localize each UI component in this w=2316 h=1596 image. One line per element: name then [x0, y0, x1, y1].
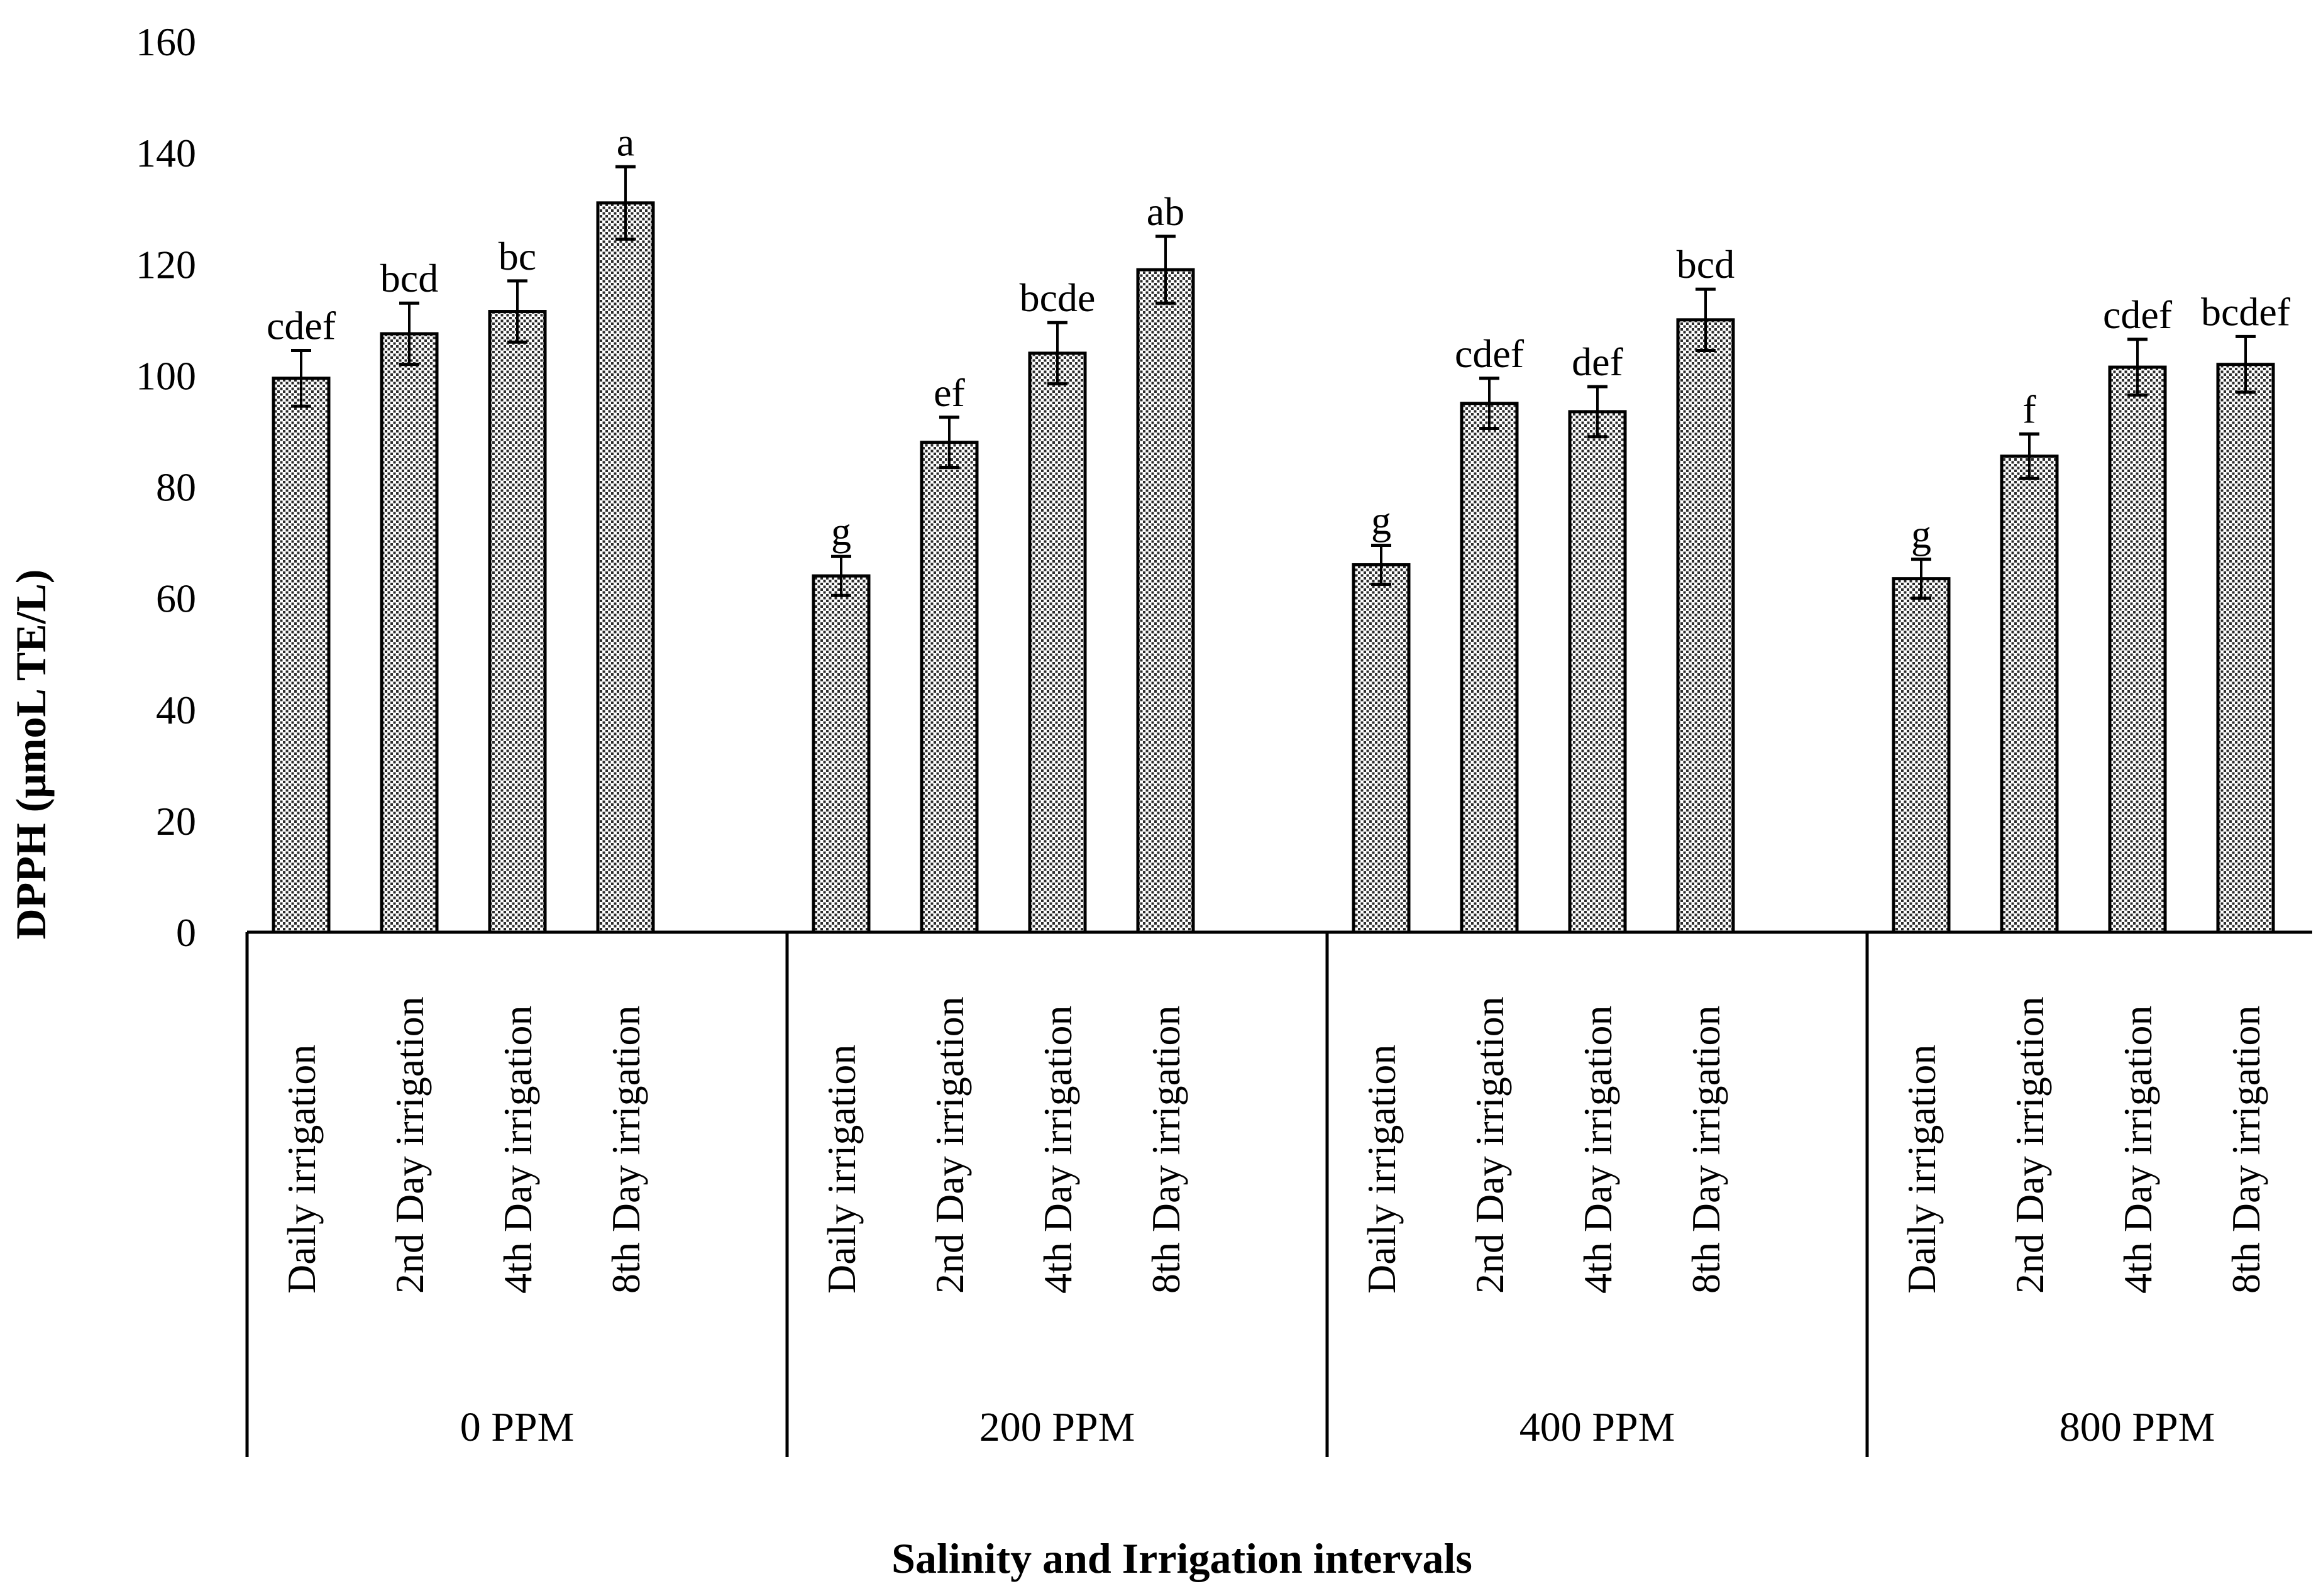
bar	[1892, 577, 1951, 934]
bar	[1352, 563, 1411, 934]
category-label: 8th Day irrigation	[2224, 1005, 2268, 1294]
category-label: Daily irrigation	[1359, 1045, 1404, 1294]
category-label: 8th Day irrigation	[604, 1005, 648, 1294]
bar	[380, 332, 439, 934]
category-label: Daily irrigation	[1899, 1045, 1944, 1294]
error-bar	[1696, 287, 1716, 353]
bar	[272, 377, 331, 934]
y-tick-label: 20	[156, 799, 196, 844]
bar	[2000, 454, 2059, 934]
x-axis-label: Salinity and Irrigation intervals	[891, 1534, 1472, 1582]
error-bar	[939, 416, 959, 470]
significance-letter: cdef	[2103, 292, 2173, 337]
bar	[1136, 268, 1195, 934]
group-label: 200 PPM	[979, 1404, 1135, 1450]
significance-letter: a	[617, 119, 634, 164]
significance-letter: bcde	[1020, 275, 1096, 320]
category-label: 4th Day irrigation	[2115, 1005, 2160, 1294]
y-tick-label: 0	[176, 910, 196, 955]
bar	[596, 201, 655, 934]
bar	[2108, 365, 2167, 934]
error-bar	[2127, 338, 2148, 397]
significance-letter: def	[1572, 339, 1623, 384]
group-label: 0 PPM	[460, 1404, 575, 1450]
category-label: 4th Day irrigation	[1575, 1005, 1620, 1294]
y-tick-label: 160	[136, 19, 196, 64]
category-label: 8th Day irrigation	[1144, 1005, 1188, 1294]
error-bar	[615, 165, 636, 241]
bar	[488, 310, 547, 934]
error-bar	[2236, 334, 2256, 394]
error-bar	[2019, 432, 2039, 480]
significance-letter: bcdef	[2201, 289, 2291, 334]
error-bar	[1047, 321, 1067, 386]
significance-letter: cdef	[1455, 331, 1525, 376]
category-label: 2nd Day irrigation	[1467, 996, 1512, 1294]
category-label: 2nd Day irrigation	[387, 996, 432, 1294]
y-axis: 0 20 40 60 80 100 120 140 160	[136, 19, 196, 955]
error-bar	[507, 279, 527, 344]
significance-letter: g	[1911, 512, 1931, 557]
group-label: 400 PPM	[1519, 1404, 1675, 1450]
error-bar	[1587, 385, 1607, 439]
significance-letter: bc	[499, 234, 536, 278]
significance-letter: ef	[934, 370, 965, 415]
category-label: 4th Day irrigation	[495, 1005, 540, 1294]
bar	[2216, 363, 2275, 934]
bar	[1460, 402, 1519, 934]
y-tick-label: 60	[156, 576, 196, 621]
category-label: 2nd Day irrigation	[2007, 996, 2052, 1294]
bar	[1568, 410, 1627, 934]
bar	[812, 574, 871, 934]
significance-letter: g	[1371, 498, 1391, 542]
significance-letter: bcd	[380, 256, 438, 300]
category-label: 8th Day irrigation	[1684, 1005, 1728, 1294]
error-bar	[831, 554, 851, 597]
error-bar	[1155, 234, 1176, 305]
significance-letter: bcd	[1677, 242, 1734, 287]
y-tick-label: 40	[156, 688, 196, 732]
y-tick-label: 120	[136, 242, 196, 287]
category-label: Daily irrigation	[819, 1045, 864, 1294]
error-bar	[1371, 543, 1391, 586]
error-bar	[291, 349, 311, 408]
y-axis-label: DPPH (μmoL TE/L)	[7, 570, 55, 940]
category-label: Daily irrigation	[279, 1045, 324, 1294]
significance-letter: g	[831, 509, 851, 554]
error-bar	[399, 301, 419, 366]
significance-letter: cdef	[267, 304, 336, 348]
y-tick-label: 100	[136, 353, 196, 398]
category-label: 4th Day irrigation	[1035, 1005, 1080, 1294]
category-label: 2nd Day irrigation	[927, 996, 972, 1294]
significance-letter: ab	[1147, 189, 1184, 234]
bar	[1676, 318, 1735, 934]
error-bar	[1479, 377, 1499, 431]
significance-letter: f	[2022, 387, 2036, 431]
y-tick-label: 140	[136, 131, 196, 175]
bar	[1028, 351, 1087, 934]
y-tick-label: 80	[156, 465, 196, 510]
x-axis: 0 PPM Daily irrigation 2nd Day irrigation 4…	[245, 930, 2312, 1457]
group-label: 800 PPM	[2060, 1404, 2215, 1450]
error-bar	[1911, 558, 1931, 600]
bar	[920, 441, 979, 934]
